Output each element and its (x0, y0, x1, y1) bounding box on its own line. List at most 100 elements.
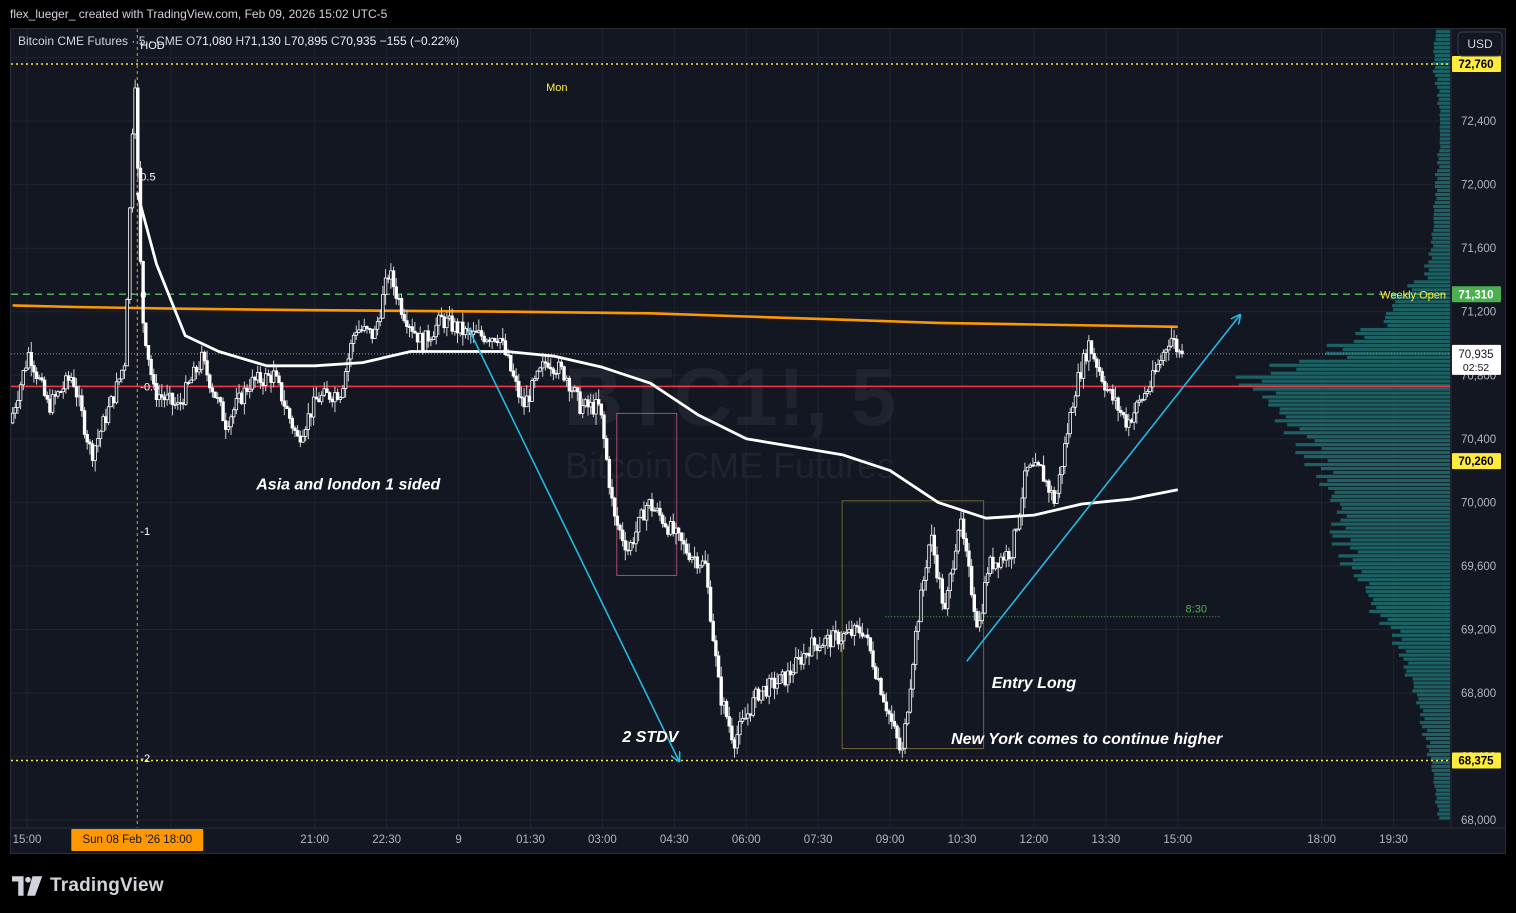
candle-body (160, 394, 164, 398)
volume-profile-bar (1357, 578, 1450, 582)
candle (426, 324, 430, 348)
candle-body (866, 634, 870, 639)
volume-profile-bar (1270, 371, 1450, 375)
candle-body (631, 542, 636, 545)
volume-profile-bar (1276, 391, 1450, 395)
candle-body (391, 270, 396, 288)
candle (109, 394, 113, 408)
candle-body (447, 315, 452, 319)
candle-body (442, 316, 446, 329)
legend-open-label: O (186, 34, 195, 48)
candle-body (21, 370, 25, 386)
volume-profile-bar (1438, 97, 1450, 101)
candle-body (895, 725, 899, 739)
candle (615, 507, 620, 530)
candle-body (929, 534, 934, 546)
candle-body (298, 435, 303, 443)
candle (570, 386, 574, 399)
candle (1039, 464, 1043, 467)
volume-profile-bar (1419, 705, 1450, 709)
candle-body (858, 626, 862, 634)
volume-profile-bar (1437, 93, 1450, 97)
candle-body (610, 487, 614, 499)
candle (274, 365, 279, 377)
candle-body (125, 298, 129, 367)
candle (874, 663, 878, 681)
volume-profile-bar (1432, 236, 1450, 240)
candle (40, 372, 44, 383)
currency-button[interactable] (1457, 31, 1503, 57)
chart-annotation: Entry Long (992, 675, 1077, 692)
candle (32, 360, 36, 383)
candle-body (1068, 412, 1072, 435)
candle (327, 391, 332, 403)
candle (852, 623, 857, 646)
candle-body (748, 713, 753, 716)
volume-profile-bar (1437, 153, 1450, 157)
candle (266, 369, 271, 377)
candle (703, 550, 707, 565)
volume-profile-bar (1440, 145, 1450, 149)
candle (623, 532, 628, 561)
candle-body (66, 375, 71, 381)
std-deviation-label: 0.5 (140, 172, 155, 184)
candle (96, 428, 100, 453)
volume-profile-bar (1406, 669, 1450, 673)
candle (1076, 363, 1080, 397)
candle-body (322, 388, 326, 396)
volume-profile-bar (1430, 740, 1450, 745)
candle-body (386, 277, 390, 280)
candle-body (373, 328, 377, 339)
volume-profile-bar (1439, 129, 1450, 133)
volume-profile-bar (1437, 169, 1450, 173)
candle (724, 698, 729, 720)
volume-profile-bar (1325, 351, 1450, 355)
candle-body (1097, 366, 1102, 372)
volume-profile-bar (1321, 447, 1450, 451)
candle-body (983, 582, 987, 614)
candle (293, 425, 297, 438)
volume-profile-bar (1433, 244, 1450, 248)
candle-body (365, 326, 369, 329)
candle-body (45, 395, 49, 400)
candle-body (969, 565, 974, 596)
candle-body (274, 370, 279, 377)
candle (229, 414, 233, 435)
candle-body (565, 377, 569, 381)
candle (138, 161, 143, 265)
candle (940, 573, 945, 611)
candle (354, 325, 358, 341)
time-axis-tick-label: 15:00 (13, 834, 42, 846)
tradingview-logo[interactable]: TradingView (12, 872, 164, 900)
volume-profile-bar (1422, 725, 1450, 729)
candle-body (455, 321, 460, 334)
candle-body (1047, 480, 1051, 493)
candle (290, 415, 295, 434)
candle (743, 707, 747, 720)
candle-body (141, 261, 145, 324)
candle (1063, 436, 1067, 474)
candle-body (138, 167, 143, 262)
price-axis-area (1451, 29, 1505, 828)
volume-profile-bar (1439, 113, 1450, 117)
candle (607, 456, 612, 495)
candle-body (1063, 443, 1067, 467)
volume-profile-bar (1274, 419, 1450, 423)
candle-body (847, 629, 851, 633)
legend-low-value: 70,895 (291, 34, 331, 48)
price-axis-level-label-bg (1452, 286, 1501, 303)
volume-profile-bar (1269, 363, 1450, 367)
candle-body (778, 674, 782, 685)
candle-body (330, 398, 334, 403)
candle (783, 671, 787, 687)
candle-body (279, 382, 284, 402)
time-axis-tick-label: 12:00 (1020, 834, 1049, 846)
candle-body (541, 361, 545, 369)
volume-profile-bar (1279, 407, 1450, 411)
session-box (841, 500, 985, 750)
candle-body (306, 413, 311, 430)
candle-body (479, 330, 484, 337)
candle (285, 400, 289, 410)
candle (746, 703, 750, 726)
